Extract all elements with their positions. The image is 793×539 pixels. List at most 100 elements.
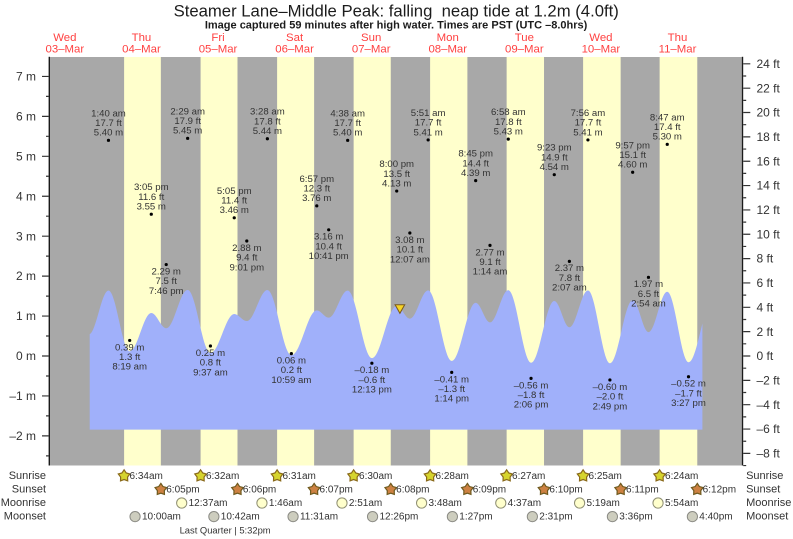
svg-text:5.30 m: 5.30 m xyxy=(653,132,682,143)
svg-text:Fri: Fri xyxy=(211,32,224,44)
svg-text:0.39 m: 0.39 m xyxy=(115,342,144,353)
svg-text:–1.8 ft: –1.8 ft xyxy=(518,390,545,401)
svg-text:–0.18 m: –0.18 m xyxy=(355,365,390,376)
svg-text:Last Quarter | 5:32pm: Last Quarter | 5:32pm xyxy=(180,525,271,536)
svg-text:1:27pm: 1:27pm xyxy=(459,512,492,523)
svg-text:6:28am: 6:28am xyxy=(436,471,469,482)
svg-text:12:13 pm: 12:13 pm xyxy=(352,384,392,395)
svg-text:Image captured 59 minutes afte: Image captured 59 minutes after high wat… xyxy=(205,20,588,32)
svg-text:10–Mar: 10–Mar xyxy=(582,44,621,56)
svg-text:17.4 ft: 17.4 ft xyxy=(654,122,681,133)
svg-text:12:37am: 12:37am xyxy=(189,498,228,509)
svg-text:9:57 pm: 9:57 pm xyxy=(615,140,650,151)
svg-text:11.4 ft: 11.4 ft xyxy=(221,196,247,207)
svg-text:–1.3 ft: –1.3 ft xyxy=(438,384,465,395)
svg-text:6 ft: 6 ft xyxy=(757,276,774,290)
svg-text:Moonset: Moonset xyxy=(4,511,46,523)
svg-text:24 ft: 24 ft xyxy=(757,57,781,71)
svg-text:6:12pm: 6:12pm xyxy=(703,485,736,496)
svg-text:11.6 ft: 11.6 ft xyxy=(138,192,164,203)
svg-text:2 m: 2 m xyxy=(16,269,36,283)
svg-text:6:24am: 6:24am xyxy=(665,471,698,482)
svg-text:6:11pm: 6:11pm xyxy=(626,485,659,496)
svg-text:3:05 pm: 3:05 pm xyxy=(134,182,169,193)
svg-text:0.25 m: 0.25 m xyxy=(196,348,225,359)
svg-text:7.8 ft: 7.8 ft xyxy=(559,273,581,284)
svg-text:Sunrise: Sunrise xyxy=(746,470,783,482)
svg-text:6:10pm: 6:10pm xyxy=(549,485,582,496)
svg-text:17.7 ft: 17.7 ft xyxy=(334,118,361,129)
svg-text:9:23 pm: 9:23 pm xyxy=(537,143,572,154)
svg-text:2 ft: 2 ft xyxy=(757,325,774,339)
svg-text:9.1 ft: 9.1 ft xyxy=(479,257,501,268)
svg-text:3:48am: 3:48am xyxy=(429,498,462,509)
svg-text:13.5 ft: 13.5 ft xyxy=(383,169,410,180)
svg-text:–6 ft: –6 ft xyxy=(757,422,781,436)
svg-text:09–Mar: 09–Mar xyxy=(505,44,544,56)
svg-text:3.08 m: 3.08 m xyxy=(395,235,424,246)
svg-text:4.13 m: 4.13 m xyxy=(382,178,411,189)
svg-text:10 ft: 10 ft xyxy=(757,227,781,241)
svg-text:Thu: Thu xyxy=(668,32,688,44)
svg-text:9:01 pm: 9:01 pm xyxy=(229,262,264,273)
svg-text:12:07 am: 12:07 am xyxy=(390,254,430,265)
svg-text:Moonrise: Moonrise xyxy=(1,497,46,509)
svg-text:15.1 ft: 15.1 ft xyxy=(619,150,646,161)
svg-text:4 ft: 4 ft xyxy=(757,300,774,314)
svg-text:4.60 m: 4.60 m xyxy=(618,160,647,171)
svg-text:8:45 pm: 8:45 pm xyxy=(458,149,493,160)
svg-text:Sat: Sat xyxy=(286,32,304,44)
svg-text:–0.56 m: –0.56 m xyxy=(514,380,549,391)
svg-text:Steamer Lane–Middle Peak: fall: Steamer Lane–Middle Peak: falling neap t… xyxy=(174,2,619,21)
svg-text:2.37 m: 2.37 m xyxy=(555,263,584,274)
svg-text:0.2 ft: 0.2 ft xyxy=(281,365,303,376)
svg-text:7:56 am: 7:56 am xyxy=(571,108,606,119)
svg-text:1:14 am: 1:14 am xyxy=(473,267,508,278)
svg-text:6:32am: 6:32am xyxy=(206,471,239,482)
svg-text:2:54 am: 2:54 am xyxy=(631,299,666,310)
svg-text:Thu: Thu xyxy=(132,32,152,44)
svg-text:–0.6 ft: –0.6 ft xyxy=(359,375,386,386)
svg-text:8:00 pm: 8:00 pm xyxy=(379,159,414,170)
svg-text:0.8 ft: 0.8 ft xyxy=(200,358,222,369)
svg-text:3:27 pm: 3:27 pm xyxy=(671,398,706,409)
svg-text:10.1 ft: 10.1 ft xyxy=(397,245,424,256)
svg-text:03–Mar: 03–Mar xyxy=(46,44,85,56)
svg-text:1:14 pm: 1:14 pm xyxy=(434,394,469,405)
svg-text:5:54am: 5:54am xyxy=(665,498,698,509)
svg-text:14.9 ft: 14.9 ft xyxy=(541,152,568,163)
svg-text:5.41 m: 5.41 m xyxy=(573,127,602,138)
svg-text:08–Mar: 08–Mar xyxy=(428,44,467,56)
svg-text:06–Mar: 06–Mar xyxy=(275,44,314,56)
svg-text:3 m: 3 m xyxy=(16,229,36,243)
svg-text:4.54 m: 4.54 m xyxy=(540,162,569,173)
svg-text:2:31pm: 2:31pm xyxy=(539,512,572,523)
svg-text:5 m: 5 m xyxy=(16,149,36,163)
svg-text:3.76 m: 3.76 m xyxy=(302,193,331,204)
svg-text:5.40 m: 5.40 m xyxy=(333,128,362,139)
svg-text:Sunset: Sunset xyxy=(12,484,46,496)
svg-text:2:49 pm: 2:49 pm xyxy=(593,401,628,412)
svg-text:1.97 m: 1.97 m xyxy=(634,279,663,290)
svg-text:18 ft: 18 ft xyxy=(757,130,781,144)
svg-text:6:58 am: 6:58 am xyxy=(491,107,526,118)
svg-text:6:25am: 6:25am xyxy=(589,471,622,482)
svg-text:8:47 am: 8:47 am xyxy=(650,112,685,123)
svg-text:–2.0 ft: –2.0 ft xyxy=(597,392,624,403)
svg-text:5.43 m: 5.43 m xyxy=(494,127,523,138)
svg-text:–4 ft: –4 ft xyxy=(757,398,781,412)
svg-text:Mon: Mon xyxy=(437,32,459,44)
svg-text:5:19am: 5:19am xyxy=(586,498,619,509)
svg-text:4:40pm: 4:40pm xyxy=(699,512,732,523)
svg-text:17.7 ft: 17.7 ft xyxy=(95,118,122,129)
svg-text:6:05pm: 6:05pm xyxy=(166,485,199,496)
svg-text:1:46am: 1:46am xyxy=(269,498,302,509)
svg-text:3.55 m: 3.55 m xyxy=(137,202,166,213)
svg-text:8 ft: 8 ft xyxy=(757,252,774,266)
svg-text:14.4 ft: 14.4 ft xyxy=(462,158,489,169)
svg-text:4:38 am: 4:38 am xyxy=(330,108,365,119)
svg-text:Moonset: Moonset xyxy=(746,511,788,523)
svg-text:10.4 ft: 10.4 ft xyxy=(315,241,342,252)
svg-text:0 ft: 0 ft xyxy=(757,349,774,363)
svg-text:–0.52 m: –0.52 m xyxy=(671,379,706,390)
